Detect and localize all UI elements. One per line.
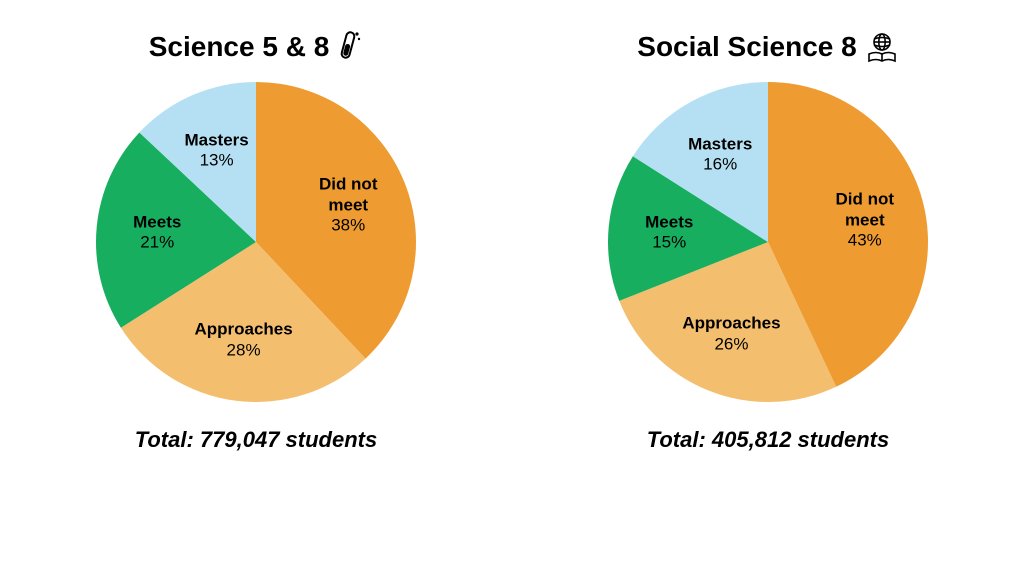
social-title: Social Science 8 <box>637 31 856 63</box>
social-pie-chart: Did not meet43%Approaches26%Meets15%Mast… <box>608 82 928 402</box>
charts-container: Science 5 & 8 Did not meet38%Approaches2… <box>0 0 1024 576</box>
science-title-row: Science 5 & 8 <box>149 30 364 64</box>
social-title-row: Social Science 8 <box>637 30 898 64</box>
social-total: Total: 405,812 students <box>647 427 889 453</box>
science-panel: Science 5 & 8 Did not meet38%Approaches2… <box>16 30 496 453</box>
science-title: Science 5 & 8 <box>149 31 330 63</box>
science-total: Total: 779,047 students <box>135 427 377 453</box>
globe-book-icon <box>865 30 899 64</box>
test-tube-icon <box>337 30 363 64</box>
social-pie-svg <box>608 82 928 402</box>
social-panel: Social Science 8 Did not meet43% <box>528 30 1008 453</box>
science-pie-chart: Did not meet38%Approaches28%Meets21%Mast… <box>96 82 416 402</box>
science-pie-svg <box>96 82 416 402</box>
